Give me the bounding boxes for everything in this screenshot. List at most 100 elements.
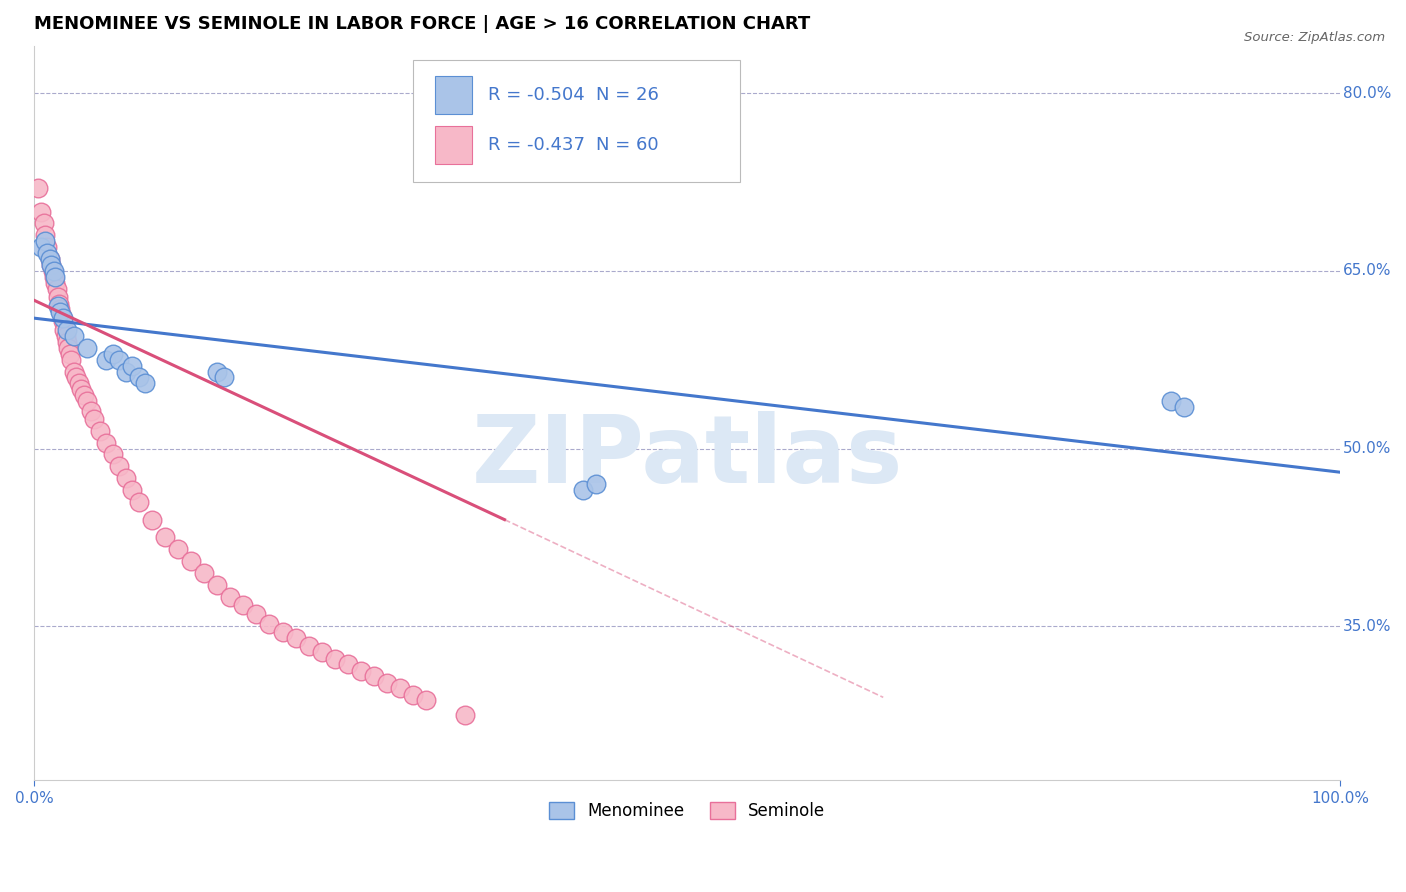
Point — [30, 204, 52, 219]
Point — [311, 645, 333, 659]
Point — [128, 495, 150, 509]
Point — [128, 370, 150, 384]
Point — [114, 471, 136, 485]
Point — [52, 313, 75, 327]
Point — [42, 264, 65, 278]
Point — [41, 264, 63, 278]
Point — [415, 692, 437, 706]
Point — [44, 269, 66, 284]
Text: MENOMINEE VS SEMINOLE IN LABOR FORCE | AGE > 16 CORRELATION CHART: MENOMINEE VS SEMINOLE IN LABOR FORCE | A… — [34, 15, 811, 33]
Point — [59, 347, 82, 361]
Point — [41, 258, 63, 272]
Point — [76, 341, 98, 355]
Point — [153, 530, 176, 544]
Text: Source: ZipAtlas.com: Source: ZipAtlas.com — [1244, 31, 1385, 45]
Point — [51, 309, 73, 323]
Point — [45, 282, 67, 296]
Point — [284, 631, 307, 645]
Point — [205, 578, 228, 592]
Point — [49, 305, 72, 319]
Point — [350, 665, 373, 679]
Text: ZIPatlas: ZIPatlas — [471, 411, 903, 503]
Point — [454, 708, 477, 723]
Point — [1173, 400, 1195, 414]
Point — [232, 598, 254, 612]
Point — [121, 483, 143, 497]
Point — [141, 513, 163, 527]
Point — [48, 297, 70, 311]
Point — [585, 477, 607, 491]
Point — [27, 181, 49, 195]
Point — [56, 334, 79, 349]
Point — [79, 403, 101, 417]
Point — [363, 669, 385, 683]
Point — [53, 323, 76, 337]
Point — [298, 640, 321, 654]
Point — [1160, 394, 1182, 409]
Point — [96, 352, 118, 367]
Point — [89, 424, 111, 438]
Text: R = -0.437: R = -0.437 — [488, 136, 585, 154]
Point — [323, 652, 346, 666]
Point — [46, 290, 69, 304]
Point — [180, 554, 202, 568]
Point — [114, 364, 136, 378]
Point — [375, 676, 398, 690]
Point — [52, 311, 75, 326]
Bar — [436, 126, 472, 164]
Point — [193, 566, 215, 580]
Point — [59, 352, 82, 367]
FancyBboxPatch shape — [413, 61, 740, 182]
Point — [108, 459, 131, 474]
Text: 65.0%: 65.0% — [1343, 263, 1392, 278]
Text: R = -0.504: R = -0.504 — [488, 86, 585, 104]
Point — [212, 370, 235, 384]
Point — [65, 370, 87, 384]
Point — [121, 359, 143, 373]
Point — [30, 240, 52, 254]
Point — [62, 329, 84, 343]
Point — [34, 228, 56, 243]
Point — [271, 625, 294, 640]
Point — [67, 376, 90, 391]
Point — [73, 388, 96, 402]
Point — [402, 688, 425, 702]
Point — [389, 681, 412, 695]
Point — [41, 258, 63, 272]
Point — [49, 301, 72, 316]
Text: 35.0%: 35.0% — [1343, 619, 1392, 633]
Point — [56, 323, 79, 337]
Point — [37, 240, 59, 254]
Point — [336, 657, 359, 672]
Point — [219, 590, 242, 604]
Point — [205, 364, 228, 378]
Point — [46, 299, 69, 313]
Text: 50.0%: 50.0% — [1343, 441, 1392, 456]
Point — [37, 246, 59, 260]
Point — [572, 483, 595, 497]
Text: N = 60: N = 60 — [596, 136, 658, 154]
Point — [259, 616, 281, 631]
Point — [70, 382, 93, 396]
Point — [34, 234, 56, 248]
Point — [44, 276, 66, 290]
Point — [76, 394, 98, 409]
Point — [101, 447, 124, 461]
Point — [167, 542, 190, 557]
Point — [245, 607, 267, 622]
Point — [108, 352, 131, 367]
Point — [58, 341, 80, 355]
Point — [101, 347, 124, 361]
Point — [83, 412, 105, 426]
Point — [96, 435, 118, 450]
Legend: Menominee, Seminole: Menominee, Seminole — [543, 796, 832, 827]
Point — [39, 252, 62, 266]
Point — [55, 329, 77, 343]
Point — [134, 376, 156, 391]
Point — [62, 364, 84, 378]
Point — [32, 216, 55, 230]
Point — [42, 269, 65, 284]
Point — [39, 252, 62, 266]
Text: 80.0%: 80.0% — [1343, 86, 1392, 101]
Bar — [436, 76, 472, 114]
